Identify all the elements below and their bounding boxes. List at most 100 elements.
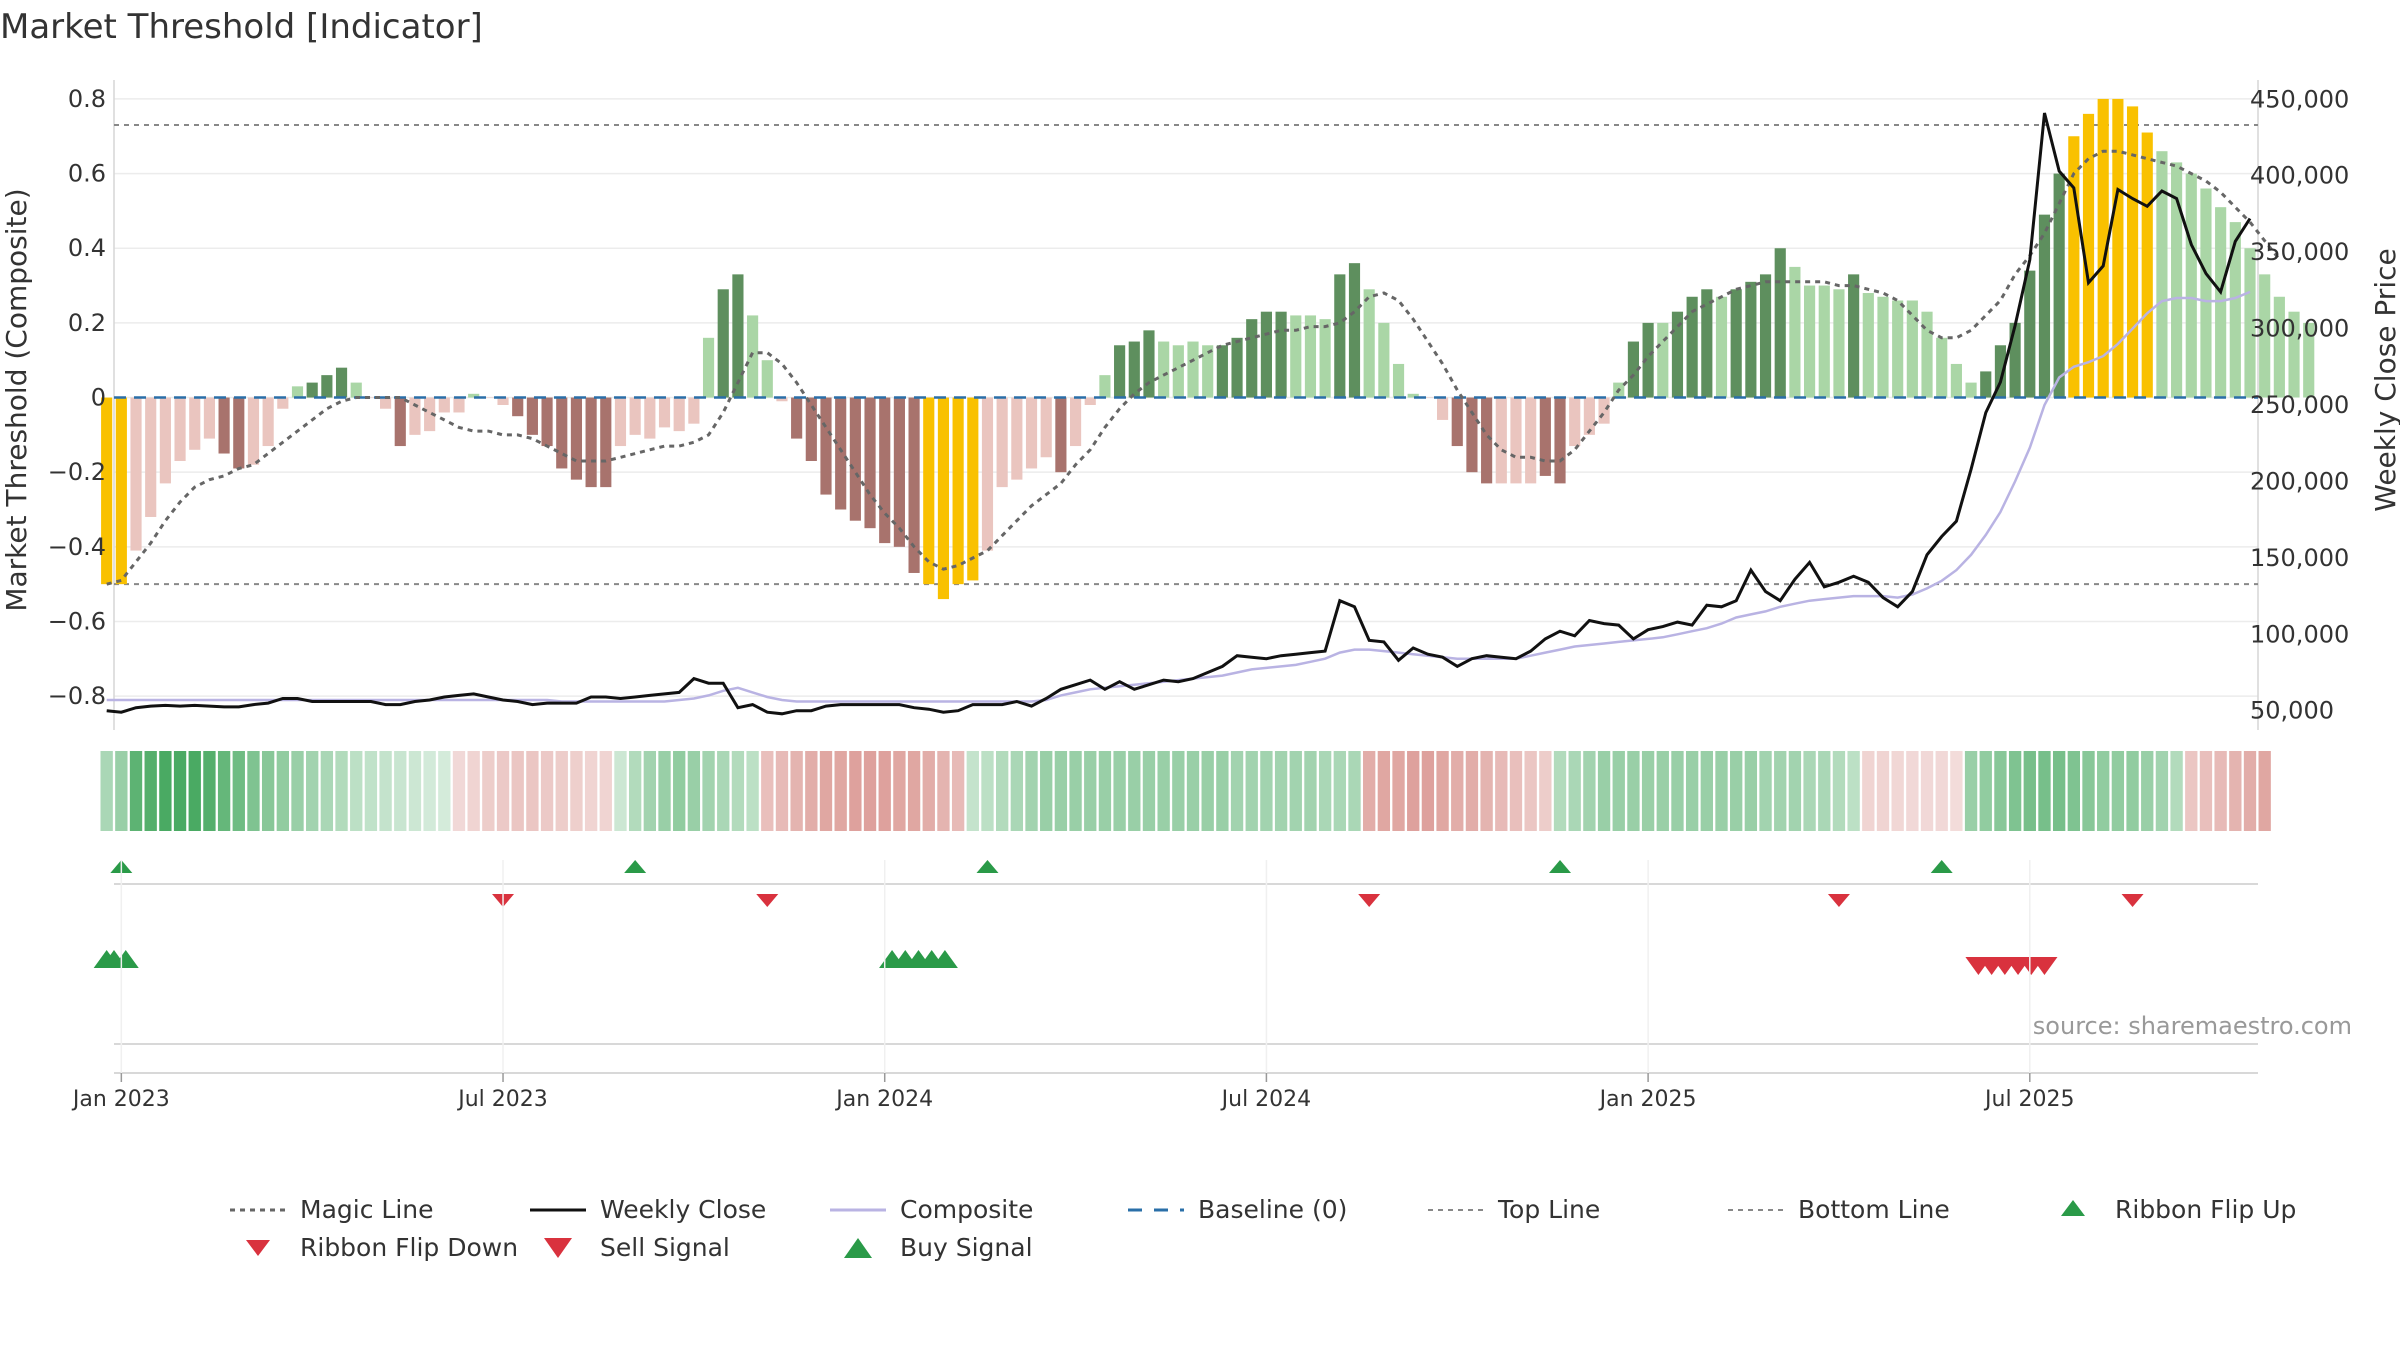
ribbon-cell [173,751,187,831]
ribbon-cell [2038,751,2051,831]
ribbon-cell [261,751,275,831]
ribbon-cell [1084,751,1097,831]
composite-bar [1392,363,1405,398]
ribbon-flip-down-marker [756,894,779,907]
ribbon-cell [893,751,906,831]
ribbon-cell [1539,751,1552,831]
ribbon-cell [1480,751,1493,831]
composite-bar [1657,322,1669,398]
ribbon-cell [2155,751,2169,831]
ribbon-cell [1113,751,1126,831]
composite-bar [967,397,979,581]
composite-bar [1099,375,1111,398]
ribbon-cell [1715,751,1728,831]
legend: Magic Line Weekly Close Composite Baseline … [230,1195,2296,1262]
composite-bar [732,274,744,398]
composite-bar [1598,397,1610,424]
composite-bar [468,393,480,398]
composite-bar [1936,337,1948,398]
legend-item-close: Weekly Close [530,1195,766,1224]
ribbon-cell [1289,751,1302,831]
x-axis: Jan 2023 Jul 2023 Jan 2024 Jul 2024 Jan 2025… [71,860,2258,1112]
ribbon-cell [100,751,113,831]
composite-bar [717,289,729,398]
composite-bar [614,397,627,447]
ribbon-cell [599,751,612,831]
ribbon-cell [1157,751,1170,831]
y2-tick-label: 250,000 [2250,391,2349,419]
composite-bar [2229,222,2241,398]
composite-bar [1671,311,1684,398]
ribbon-cell [1774,751,1787,831]
ribbon-cell [1010,751,1024,831]
ribbon-cell [1465,751,1479,831]
composite-bar [923,397,935,585]
composite-bar [277,397,289,409]
composite-bar [1084,397,1096,405]
ribbon-cell [1553,751,1567,831]
composite-line [106,290,2251,703]
y2-tick-label: 350,000 [2250,238,2349,266]
composite-bar [1906,300,1918,398]
composite-bar [1950,363,1962,398]
composite-bar [2259,274,2271,398]
legend-label: Composite [900,1195,1033,1224]
ribbon-cell [1436,751,1449,831]
ribbon-cell [1730,751,1743,831]
ribbon-cell [379,751,392,831]
ribbon-cell [1935,751,1948,831]
composite-bar [1275,311,1287,398]
composite-bar [159,397,171,484]
composite-bar [937,397,950,600]
composite-bar [2244,248,2256,398]
ribbon-cell [1451,751,1464,831]
legend-item-flipdown: Ribbon Flip Down [246,1233,518,1262]
ribbon-cell [1407,751,1420,831]
composite-bar [702,337,715,398]
composite-bar [1011,397,1023,480]
ribbon-cell [1069,751,1082,831]
composite-bar [2171,162,2183,398]
ribbon-cell [1700,751,1713,831]
ribbon-cell [394,751,407,831]
composite-bar [908,397,920,573]
composite-bar [1187,341,1199,398]
legend-item-composite: Composite [830,1195,1033,1224]
composite-bar [2009,322,2021,398]
composite-bar [1627,341,1640,398]
composite-bar [2126,106,2139,398]
ribbon-cell [2185,751,2198,831]
composite-bar [321,375,333,398]
composite-bar [658,397,671,428]
y2-tick-label: 50,000 [2250,697,2334,725]
composite-bar [1319,319,1331,398]
composite-bar [673,397,685,432]
composite-bar [1569,397,1581,447]
source-label: source: sharemaestro.com [2033,1012,2352,1040]
composite-bar [747,315,759,398]
reference-lines [114,124,2258,586]
y-tick-label: 0.4 [68,234,106,262]
composite-bar [1525,397,1537,484]
legend-label: Ribbon Flip Down [300,1233,518,1262]
ribbon-cell [555,751,568,831]
ribbon-cell [1348,751,1361,831]
composite-bar [644,397,656,439]
ribbon-cell [2111,751,2125,831]
composite-bar [1025,397,1038,469]
ribbon-cell [496,751,510,831]
composite-bar [1260,311,1272,398]
composite-bar [1451,397,1463,447]
ribbon-flip-down-marker [1827,894,1850,907]
ribbon-cell [144,751,157,831]
ribbon-cell [570,751,583,831]
ribbon-cell [819,751,833,831]
composite-bar [541,397,553,447]
composite-bar [526,397,538,435]
ribbon-cell [966,751,979,831]
legend-item-flipup: Ribbon Flip Up [2061,1195,2296,1224]
composite-bar [291,386,304,398]
composite-bar [1363,289,1375,398]
y-tick-label: 0.8 [68,85,106,113]
ribbon-cell [232,751,245,831]
